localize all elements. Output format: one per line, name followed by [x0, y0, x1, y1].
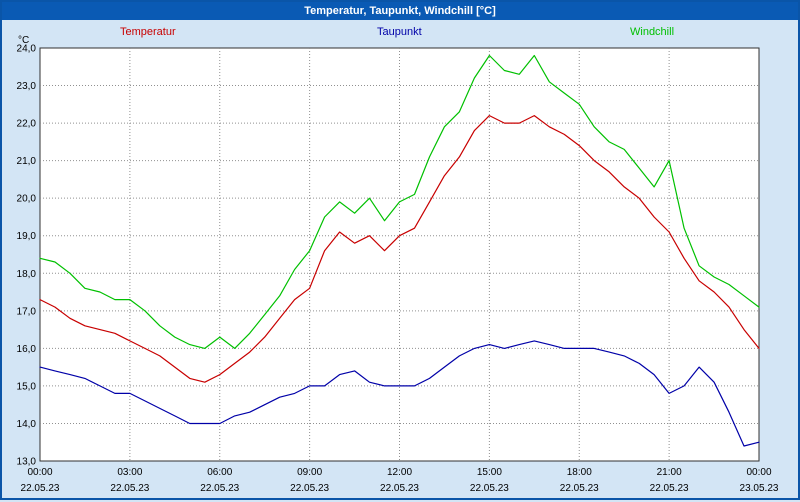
x-tick-time-label: 21:00 [657, 467, 682, 478]
series-line-temperatur [39, 114, 760, 383]
series-line-windchill [39, 54, 760, 349]
x-tick-time-label: 15:00 [477, 467, 502, 478]
y-tick-label: 17,0 [17, 306, 37, 317]
x-tick-date-label: 22.05.23 [110, 483, 149, 494]
series-line-taupunkt [39, 340, 760, 447]
x-tick-time-label: 00:00 [746, 467, 771, 478]
legend-windchill: Windchill [630, 26, 675, 38]
x-tick-time-label: 18:00 [567, 467, 592, 478]
chart-title: Temperatur, Taupunkt, Windchill [°C] [304, 5, 496, 17]
y-tick-label: 14,0 [17, 419, 37, 430]
y-tick-label: 23,0 [17, 81, 37, 92]
x-tick-time-label: 12:00 [387, 467, 412, 478]
y-tick-label: 18,0 [17, 269, 37, 280]
x-tick-date-label: 22.05.23 [21, 483, 60, 494]
y-tick-label: 21,0 [17, 156, 37, 167]
y-tick-label: 22,0 [17, 119, 37, 130]
x-tick-time-label: 09:00 [297, 467, 322, 478]
x-tick-date-label: 22.05.23 [650, 483, 689, 494]
x-tick-date-label: 22.05.23 [200, 483, 239, 494]
x-tick-date-label: 22.05.23 [380, 483, 419, 494]
x-tick-date-label: 22.05.23 [290, 483, 329, 494]
x-tick-time-label: 06:00 [207, 467, 232, 478]
x-tick-time-label: 00:00 [27, 467, 52, 478]
legend-taupunkt: Taupunkt [377, 26, 422, 38]
x-tick-date-label: 23.05.23 [740, 483, 779, 494]
y-tick-label: 24,0 [17, 44, 37, 55]
x-tick-time-label: 03:00 [117, 467, 142, 478]
y-tick-label: 20,0 [17, 194, 37, 205]
y-tick-label: 13,0 [17, 457, 37, 468]
chart-title-bar: Temperatur, Taupunkt, Windchill [°C] [2, 2, 798, 20]
y-tick-label: 15,0 [17, 381, 37, 392]
y-tick-label: 16,0 [17, 344, 37, 355]
legend-temperatur: Temperatur [120, 26, 176, 38]
x-tick-date-label: 22.05.23 [470, 483, 509, 494]
y-axis-unit-label: °C [18, 35, 30, 46]
x-tick-date-label: 22.05.23 [560, 483, 599, 494]
y-tick-label: 19,0 [17, 231, 37, 242]
